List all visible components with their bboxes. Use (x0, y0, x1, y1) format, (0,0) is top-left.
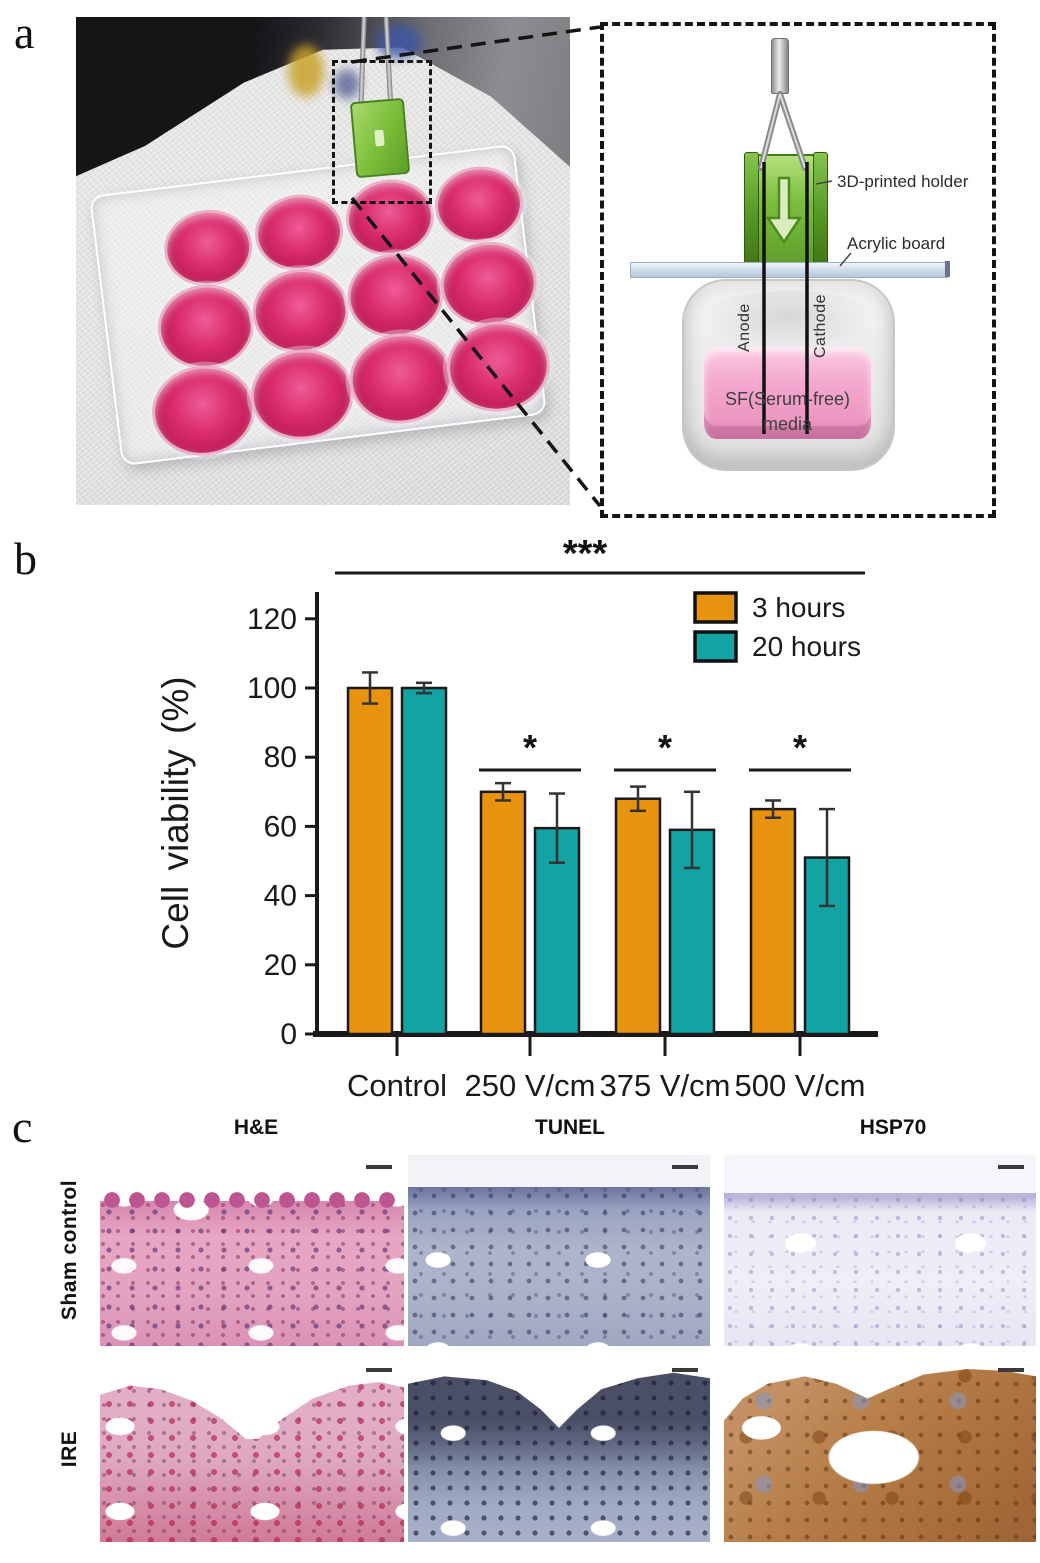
panel-b-label: b (14, 533, 37, 584)
y-tick-label: 40 (264, 880, 297, 913)
bar-20hours-0 (400, 686, 448, 1036)
tissue-layer (408, 1372, 710, 1542)
holder-label: 3D-printed holder (837, 172, 969, 191)
blurred-blue-item (376, 25, 422, 59)
tweezer-handle (771, 38, 789, 94)
bar-3hours-0 (346, 686, 394, 1036)
column-header-he: H&E (233, 1116, 279, 1139)
x-tick-label: 375 V/cm (600, 1068, 731, 1103)
panel-c-label: c (12, 1101, 33, 1152)
acrylic-board-label: Acrylic board (847, 234, 946, 253)
tissue-layer (408, 1187, 710, 1346)
histology-image-ire-he (100, 1358, 404, 1542)
well (159, 204, 257, 292)
scale-bar (366, 1165, 392, 1169)
bar-3hours-2 (614, 797, 662, 1036)
y-tick-label: 120 (247, 603, 297, 636)
row-label-sham-control: Sham control (58, 1179, 81, 1321)
histology-image-sham-hsp70 (724, 1155, 1036, 1346)
well (146, 359, 261, 462)
well (344, 327, 458, 430)
tissue-layer (724, 1369, 1036, 1542)
scale-bar (998, 1368, 1024, 1372)
anode-label: Anode (736, 303, 753, 352)
y-tick-label: 100 (247, 672, 297, 705)
legend-swatch (693, 591, 738, 624)
holder-side-strip (813, 152, 828, 268)
well-plate-photo (76, 17, 570, 505)
x-tick-label: Control (347, 1068, 447, 1103)
legend-label: 20 hours (752, 631, 861, 662)
y-tick-label: 60 (264, 810, 297, 843)
legend-swatch (693, 630, 738, 663)
well (153, 279, 259, 375)
histology-image-sham-tunel (408, 1155, 710, 1346)
cathode-label: Cathode (812, 294, 829, 358)
histology-image-sham-he (100, 1155, 404, 1346)
well (245, 343, 359, 446)
tissue-edge (100, 1190, 404, 1210)
scale-bar (366, 1368, 392, 1372)
x-tick-label: 250 V/cm (465, 1068, 596, 1103)
bar-3hours-1 (479, 790, 527, 1036)
well (342, 247, 449, 344)
column-header-hsp70: HSP70 (859, 1116, 927, 1139)
holder-side-strip (744, 152, 759, 268)
scale-bar (672, 1368, 698, 1372)
scale-bar (672, 1165, 698, 1169)
media-label-line1: SF(Serum-free) (724, 389, 850, 409)
panel-a-label: a (14, 7, 35, 58)
well (435, 236, 542, 332)
12-well-plate (89, 143, 555, 467)
electrode-setup-schematic: 3D-printed holder Acrylic board Anode Ca… (600, 22, 996, 518)
y-tick-label: 0 (280, 1018, 297, 1051)
bar-3hours-3 (749, 807, 797, 1036)
media-label-line2: media (762, 414, 813, 434)
blurred-bottle (288, 45, 324, 97)
legend-label: 3 hours (752, 592, 845, 623)
y-tick-label: 80 (264, 741, 297, 774)
significance-star-group: * (793, 727, 807, 768)
row-label-ire: IRE (58, 1430, 81, 1468)
y-tick-label: 20 (264, 949, 297, 982)
cell-viability-bar-chart: 0 20 40 60 80 100 120 Cell viability (%) Control… (155, 533, 878, 1103)
acrylic-board (630, 261, 950, 278)
zoom-region-dashed-rect (332, 60, 432, 204)
3d-printed-holder-diagram (744, 152, 828, 268)
y-axis-label: Cell viability (%) (155, 676, 196, 949)
significance-star-group: * (523, 727, 537, 768)
blurred-blue-item-2 (334, 69, 360, 99)
significance-star-group: * (658, 727, 672, 768)
serum-free-media (704, 347, 871, 439)
tissue-layer (100, 1200, 404, 1346)
column-header-tunel: TUNEL (535, 1116, 605, 1139)
tissue-layer (724, 1193, 1036, 1346)
well (247, 263, 354, 359)
scale-bar (998, 1165, 1024, 1169)
tissue-layer (100, 1381, 404, 1542)
well (441, 315, 555, 418)
x-tick-label: 500 V/cm (735, 1068, 866, 1103)
histology-image-ire-hsp70 (724, 1358, 1036, 1542)
significance-stars-overall: *** (563, 533, 608, 575)
well (430, 161, 528, 248)
histology-image-ire-tunel (408, 1358, 710, 1542)
